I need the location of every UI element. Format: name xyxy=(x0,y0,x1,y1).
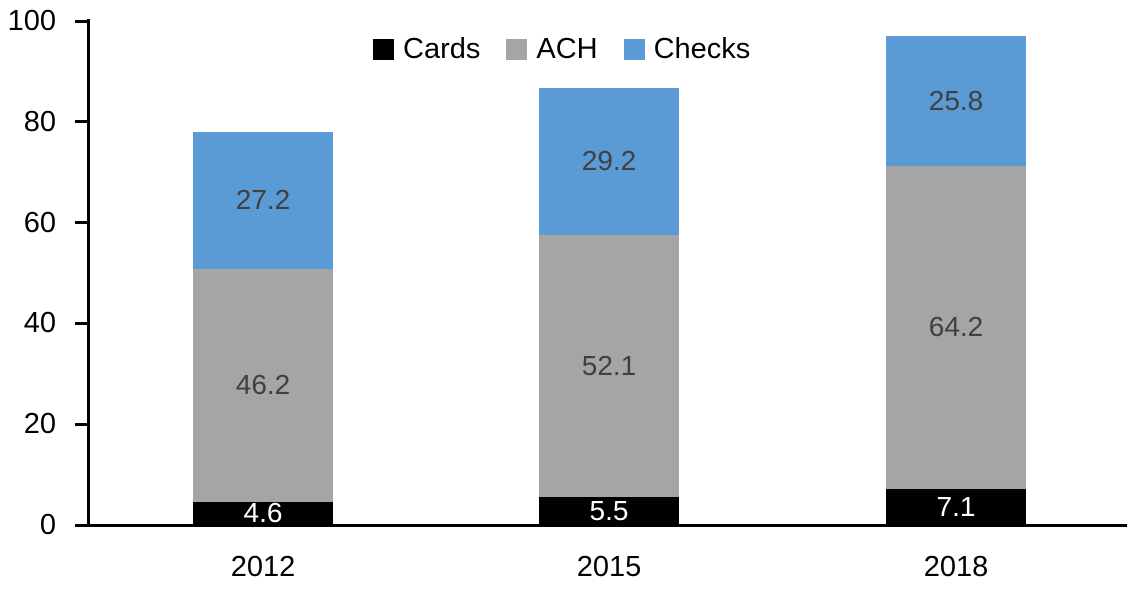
bar-segment-ach: 46.2 xyxy=(193,269,333,502)
y-tick xyxy=(75,322,88,325)
y-tick xyxy=(75,221,88,224)
bar-segment-label: 29.2 xyxy=(581,145,637,177)
legend-marker-cards xyxy=(373,39,394,60)
legend: Cards ACH Checks xyxy=(373,33,750,66)
bar-segment-label: 4.6 xyxy=(243,497,283,529)
legend-marker-checks xyxy=(623,39,645,60)
y-tick-label: 40 xyxy=(23,307,56,339)
bar-segment-ach: 64.2 xyxy=(886,165,1026,490)
y-tick-label: 20 xyxy=(23,408,56,440)
legend-item-cards: Cards xyxy=(373,33,480,66)
bar-segment-checks: 29.2 xyxy=(539,87,679,235)
bar-segment-cards: 5.5 xyxy=(539,495,679,527)
bar-segment-label: 64.2 xyxy=(928,311,984,343)
legend-item-ach: ACH xyxy=(506,33,598,66)
bar-segment-label: 25.8 xyxy=(928,84,984,116)
bar-segment-checks: 27.2 xyxy=(193,131,333,269)
category-label: 2015 xyxy=(576,551,642,583)
bar-segment-label: 27.2 xyxy=(235,184,291,216)
x-axis-line xyxy=(87,524,1127,527)
bar-segment-label: 5.5 xyxy=(589,495,629,527)
y-tick-label: 100 xyxy=(7,5,56,37)
bar-segment-cards: 4.6 xyxy=(193,497,333,528)
y-tick-label: 0 xyxy=(39,509,56,541)
bar-segment-ach: 52.1 xyxy=(539,234,679,498)
legend-label: Checks xyxy=(653,33,751,65)
bar-segment-label: 46.2 xyxy=(235,369,291,401)
category-label: 2012 xyxy=(230,551,296,583)
y-tick-label: 60 xyxy=(23,207,56,239)
bar-segment-checks: 25.8 xyxy=(886,35,1026,166)
y-tick xyxy=(75,524,88,527)
bar-segment-label: 52.1 xyxy=(581,349,637,381)
category-label: 2018 xyxy=(923,551,989,583)
bar-segment-cards: 7.1 xyxy=(886,489,1026,525)
legend-label: ACH xyxy=(536,33,598,65)
legend-label: Cards xyxy=(403,33,481,65)
y-tick xyxy=(75,20,88,23)
legend-item-checks: Checks xyxy=(623,33,751,66)
y-tick xyxy=(75,120,88,123)
y-axis-line xyxy=(87,19,90,527)
y-tick-label: 80 xyxy=(23,106,56,138)
y-tick xyxy=(75,423,88,426)
legend-marker-ach xyxy=(506,39,528,60)
bar-segment-label: 7.1 xyxy=(936,491,976,523)
